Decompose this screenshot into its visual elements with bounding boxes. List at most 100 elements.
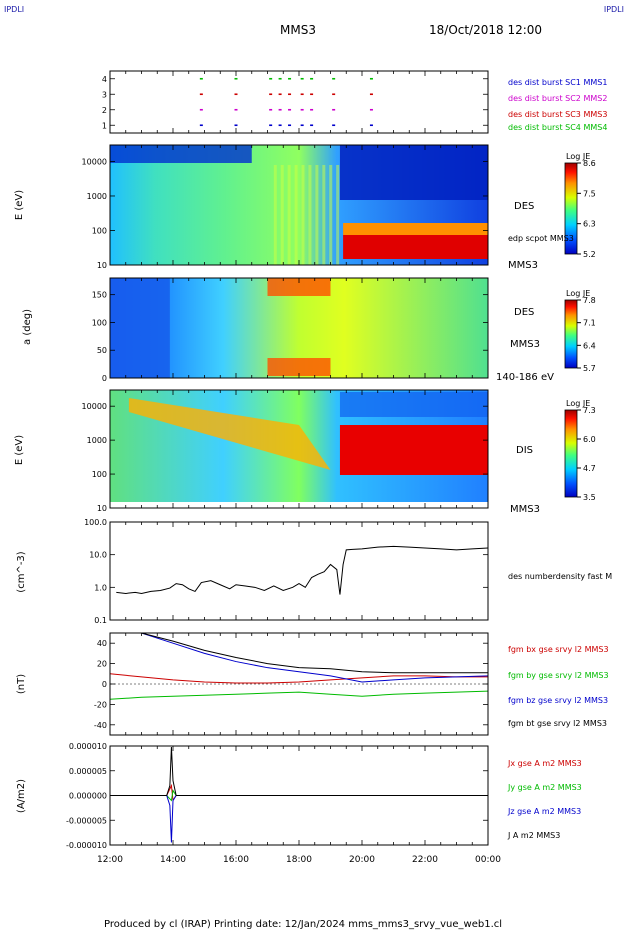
density-ylabel: (cm^-3) <box>16 551 27 592</box>
des-pitch-y-tick-label: 0 <box>102 374 107 383</box>
des-energy-stripe <box>280 165 284 265</box>
burst-marker <box>199 77 203 80</box>
burst-label-2: des dist burst SC2 MMS2 <box>508 94 607 103</box>
current-line-4 <box>110 746 488 796</box>
des-energy-stripe <box>322 165 326 265</box>
current-ylabel: (A/m2) <box>16 779 27 813</box>
des-pitch-colorbar-tick-label: 5.7 <box>583 364 596 373</box>
x-tick-label: 20:00 <box>349 855 375 865</box>
burst-marker <box>234 108 238 111</box>
des-energy-stripe <box>294 165 298 265</box>
des-energy-stripe <box>308 165 312 265</box>
density-y-tick-label: 1.0 <box>94 583 107 592</box>
burst-marker <box>369 108 373 111</box>
des-energy-ylabel: E (eV) <box>14 190 25 220</box>
des-energy-upper-band <box>339 145 488 200</box>
des-pitch-top-hot <box>267 278 331 296</box>
dis-energy-top-band <box>339 392 488 417</box>
density-y-tick-label: 10.0 <box>89 551 107 560</box>
bfield-ylabel: (nT) <box>16 674 27 694</box>
dis-energy-colorbar <box>564 409 578 498</box>
des-energy-y-tick-label: 1000 <box>87 192 107 201</box>
burst-marker <box>288 93 292 96</box>
dis-energy-y-tick-label: 10 <box>97 504 107 513</box>
burst-marker <box>269 77 273 80</box>
dis-energy-hot-band <box>339 425 488 475</box>
dis-energy-ylabel: E (eV) <box>14 435 25 465</box>
density-panel-frame <box>109 521 489 621</box>
bfield-line-1 <box>109 673 488 684</box>
bfield-y-tick-label: -20 <box>94 700 107 709</box>
density-label: des numberdensity fast M <box>508 572 612 581</box>
bfield-line-2 <box>109 690 489 700</box>
burst-label-3: des dist burst SC3 MMS3 <box>508 110 607 119</box>
des-pitch-bottom-hot <box>267 358 331 376</box>
des-energy-y-tick-label: 10000 <box>82 157 107 166</box>
burst-y-tick-label: 1 <box>102 121 107 130</box>
current-y-tick-label: 0.000010 <box>69 742 107 751</box>
bfield-label-1: fgm bx gse srvy l2 MMS3 <box>508 645 609 654</box>
dis-energy-colorbar-tick-label: 7.3 <box>583 406 596 415</box>
dis-energy-ion-beam <box>128 398 331 470</box>
density-line <box>116 545 489 595</box>
bfield-label-4: fgm bt gse srvy l2 MMS3 <box>508 719 607 728</box>
bfield-line-4 <box>141 632 488 674</box>
burst-marker <box>199 124 203 127</box>
current-y-tick-label: -0.000010 <box>66 841 107 850</box>
current-y-tick-label: 0.000005 <box>69 767 107 776</box>
des-energy-hot-band <box>343 235 488 259</box>
des-energy-stripe <box>301 165 305 265</box>
des-pitch-label-bottom: 140-186 eV <box>496 372 554 383</box>
dis-energy-label-bottom: MMS3 <box>510 504 540 515</box>
corner-label-top-right: IPDLI <box>603 5 624 14</box>
x-tick-label: 14:00 <box>160 855 186 865</box>
des-pitch-low-region <box>110 278 170 378</box>
des-energy-warm-band <box>343 223 488 235</box>
burst-marker <box>288 124 292 127</box>
datetime-title: 18/Oct/2018 12:00 <box>429 23 543 37</box>
burst-marker <box>300 93 304 96</box>
des-pitch-colorbar-tick-label: 7.1 <box>583 319 596 328</box>
des-energy-y-tick-label: 10 <box>97 261 107 270</box>
burst-marker <box>234 77 238 80</box>
density-y-tick-label: 100.0 <box>84 518 107 527</box>
des-energy-y-tick-label: 100 <box>92 226 107 235</box>
x-tick-label: 12:00 <box>97 855 123 865</box>
bfield-label-3: fgm bz gse srvy l2 MMS3 <box>508 696 608 705</box>
burst-marker <box>310 108 314 111</box>
burst-marker <box>369 77 373 80</box>
des-energy-stripe <box>329 165 333 265</box>
dis-energy-colorbar-tick-label: 4.7 <box>583 464 596 473</box>
burst-marker <box>234 93 238 96</box>
bfield-y-tick-label: 20 <box>97 660 107 669</box>
burst-label-1: des dist burst SC1 MMS1 <box>508 78 607 87</box>
current-label-1: Jx gse A m2 MMS3 <box>507 759 582 768</box>
des-energy-label: DES <box>514 201 534 212</box>
dis-energy-y-tick-label: 100 <box>92 470 107 479</box>
burst-marker <box>310 124 314 127</box>
burst-label-4: des dist burst SC4 MMS4 <box>508 123 607 132</box>
des-energy-colorbar-tick-label: 7.5 <box>583 189 596 198</box>
des-pitch-y-tick-label: 150 <box>92 291 107 300</box>
bfield-line-3 <box>141 632 489 683</box>
burst-marker <box>310 93 314 96</box>
corner-label-top-left: IPDLI <box>4 5 25 14</box>
des-energy-stripe <box>336 165 340 265</box>
current-y-tick-label: 0.000000 <box>69 792 107 801</box>
burst-marker <box>269 124 273 127</box>
burst-panel-frame <box>109 70 489 134</box>
bfield-y-tick-label: 40 <box>97 639 107 648</box>
bfield-y-tick-label: 0 <box>102 680 107 689</box>
burst-marker <box>332 108 336 111</box>
spacecraft-title: MMS3 <box>280 23 316 37</box>
dis-energy-colorbar-tick-label: 3.5 <box>583 493 596 502</box>
dis-energy-y-tick-label: 1000 <box>87 436 107 445</box>
burst-marker <box>199 93 203 96</box>
x-tick-label: 00:00 <box>475 855 501 865</box>
burst-marker <box>288 77 292 80</box>
des-energy-label-bottom: MMS3 <box>508 260 538 271</box>
burst-marker <box>278 124 282 127</box>
des-pitch-colorbar-tick-label: 6.4 <box>583 341 596 350</box>
current-line-1 <box>110 783 488 802</box>
